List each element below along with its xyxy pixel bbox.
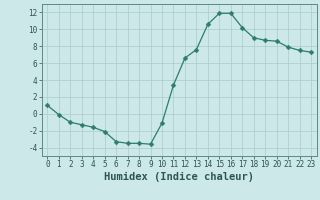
X-axis label: Humidex (Indice chaleur): Humidex (Indice chaleur) [104,172,254,182]
